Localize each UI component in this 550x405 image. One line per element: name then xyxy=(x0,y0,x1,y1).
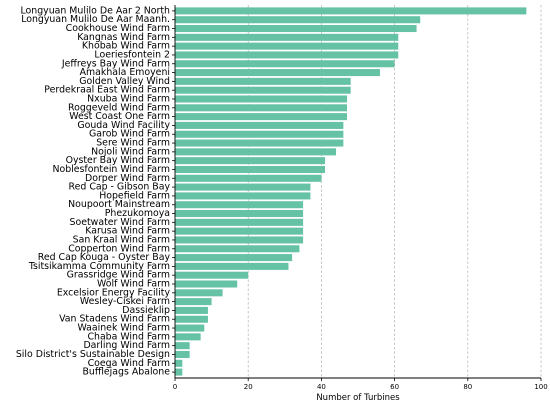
x-tick-label: 40 xyxy=(317,383,326,391)
bar xyxy=(175,25,417,33)
bar xyxy=(175,174,322,182)
bar xyxy=(175,69,380,77)
bar xyxy=(175,165,326,173)
bar xyxy=(175,306,208,314)
x-tick-label: 60 xyxy=(390,383,399,391)
category-label: Kangnas Wind Farm xyxy=(77,32,170,43)
category-label: Soetwater Wind Farm xyxy=(70,217,170,228)
bar xyxy=(175,289,223,297)
bar xyxy=(175,16,421,24)
category-label: Loeriesfontein 2 xyxy=(94,49,170,60)
grid-lines xyxy=(247,5,542,378)
category-label: Nojoli Wind Farm xyxy=(91,146,170,157)
bars xyxy=(175,7,527,376)
category-label: Bufflejags Abalone xyxy=(82,367,170,378)
bar xyxy=(175,139,344,147)
category-label: Silo District's Sustainable Design xyxy=(16,349,170,360)
category-label: Wolf Wind Farm xyxy=(97,279,170,290)
category-label: Excelsior Energy Facility xyxy=(57,287,171,298)
axes: 0 20 40 60 80 100 xyxy=(172,5,548,391)
bar xyxy=(175,86,351,94)
bar xyxy=(175,33,399,41)
bar xyxy=(175,77,351,85)
category-label: Cookhouse Wind Farm xyxy=(66,23,170,34)
bar xyxy=(175,60,395,68)
category-label: Dassieklip xyxy=(122,305,170,316)
category-label: Red Cap - Gibson Bay xyxy=(69,182,171,193)
bar xyxy=(175,280,238,288)
category-label: Sere Wind Farm xyxy=(96,138,170,149)
bar xyxy=(175,130,344,138)
bar xyxy=(175,121,344,129)
category-label: Grassridge Wind Farm xyxy=(67,270,170,281)
bar xyxy=(175,368,183,376)
category-label: Golden Valley Wind xyxy=(79,76,170,87)
bar xyxy=(175,245,300,253)
category-label: Khobab Wind Farm xyxy=(82,41,170,52)
x-tick-label: 0 xyxy=(173,383,177,391)
category-label: Amakhala Emoyeni xyxy=(80,67,170,78)
category-label: Phezukomoya xyxy=(105,208,170,219)
category-label: Wesley-Ciskei Farm xyxy=(80,296,170,307)
category-label: Van Stadens Wind Farm xyxy=(59,314,170,325)
category-label: Longyuan Mulilo De Aar 2 North xyxy=(20,5,170,16)
bar xyxy=(175,271,249,279)
bar xyxy=(175,236,304,244)
category-label: Waainek Wind Farm xyxy=(77,323,170,334)
bar xyxy=(175,218,304,226)
category-label: West Coast One Farm xyxy=(69,111,170,122)
bar xyxy=(175,298,212,306)
bar xyxy=(175,350,190,358)
bar xyxy=(175,148,337,156)
bar xyxy=(175,51,399,59)
bar xyxy=(175,210,304,218)
category-label: Noupoort Mainstream xyxy=(68,199,170,210)
x-tick-label: 20 xyxy=(244,383,253,391)
bar xyxy=(175,254,293,262)
category-label: Dorper Wind Farm xyxy=(85,173,170,184)
bar xyxy=(175,315,208,323)
bar xyxy=(175,104,348,112)
bar xyxy=(175,157,326,165)
bar xyxy=(175,95,348,103)
category-label: Chaba Wind Farm xyxy=(87,331,170,342)
bar xyxy=(175,192,311,200)
bar xyxy=(175,227,304,235)
category-label: Perdekraal East Wind Farm xyxy=(44,85,170,96)
category-label: Longyuan Mulilo De Aar Maanh. xyxy=(21,14,170,25)
category-label: Garob Wind Farm xyxy=(89,129,170,140)
category-label: Oyster Bay Wind Farm xyxy=(66,155,170,166)
bar xyxy=(175,324,205,332)
bar xyxy=(175,113,348,121)
bar xyxy=(175,183,311,191)
bar xyxy=(175,201,304,209)
x-tick-label: 100 xyxy=(534,383,547,391)
category-label: Roggeveld Wind Farm xyxy=(68,102,170,113)
bar xyxy=(175,342,190,350)
category-label: Gouda Wind Facility xyxy=(77,120,170,131)
bar xyxy=(175,333,201,341)
category-label: Coega Wind Farm xyxy=(88,358,170,369)
category-label: Tsitsikamma Community Farm xyxy=(28,261,170,272)
category-label: Karusa Wind Farm xyxy=(85,226,170,237)
x-tick-label: 80 xyxy=(463,383,472,391)
bar xyxy=(175,7,527,15)
category-label: Red Cap Kouga - Oyster Bay xyxy=(38,252,171,263)
category-label: Darling Wind Farm xyxy=(83,340,170,351)
category-label: Copperton Wind Farm xyxy=(68,243,170,254)
bar xyxy=(175,262,289,270)
category-label: San Kraal Wind Farm xyxy=(73,234,170,245)
category-label: Hopefield Farm xyxy=(99,190,170,201)
bar xyxy=(175,42,399,50)
category-label: Noblesfontein Wind Farm xyxy=(52,164,170,175)
bar xyxy=(175,359,183,367)
category-label: Nxuba Wind Farm xyxy=(87,94,170,105)
x-axis-label: Number of Turbines xyxy=(316,393,400,403)
category-label: Jeffreys Bay Wind Farm xyxy=(61,58,170,69)
